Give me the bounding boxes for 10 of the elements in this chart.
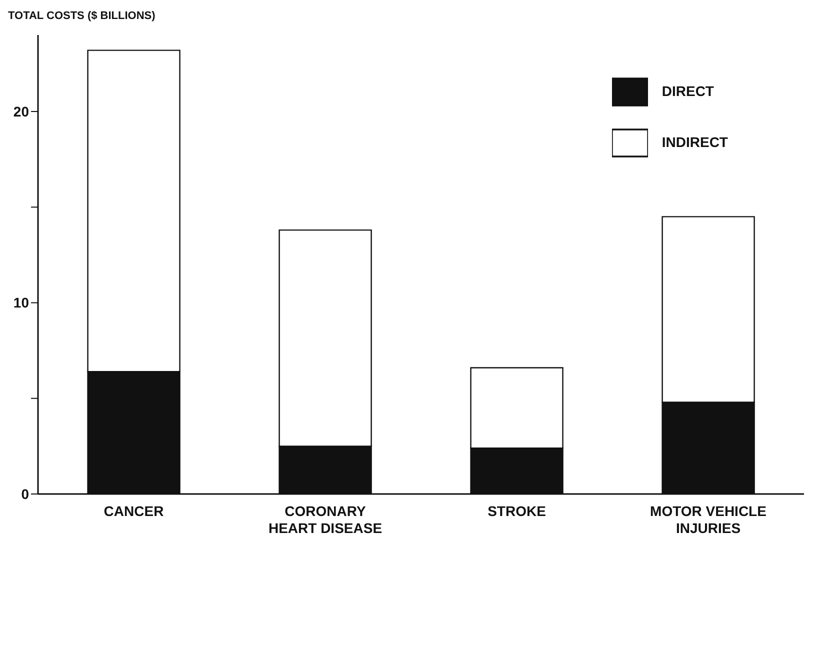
x-tick-label: CANCER [104, 503, 164, 519]
x-tick-label: STROKE [488, 503, 546, 519]
legend-label: DIRECT [662, 83, 714, 99]
x-tick-label: CORONARY HEART DISEASE [268, 503, 382, 536]
y-tick-label: 0 [21, 486, 30, 502]
x-tick-label: MOTOR VEHICLE INJURIES [650, 503, 766, 536]
y-tick-label: 10 [13, 294, 30, 311]
y-tick-label: 20 [13, 103, 30, 120]
y-axis-title: TOTAL COSTS ($ BILLIONS) [8, 10, 156, 22]
legend-label: INDIRECT [662, 134, 728, 150]
